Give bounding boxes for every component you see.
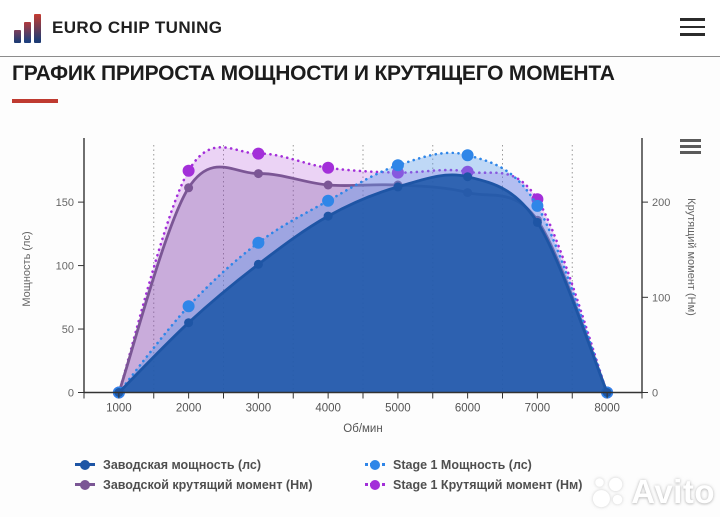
legend-item-stock-power[interactable]: Заводская мощность (лс) <box>75 458 365 472</box>
data-point-marker <box>463 172 473 182</box>
x-tick-label: 3000 <box>246 403 272 415</box>
data-point-marker <box>393 182 403 192</box>
x-axis-title: Об/мин <box>343 423 382 435</box>
dyno-chart: 1000 2000 3000 4000 5000 6000 7000 800005010015… <box>21 138 697 435</box>
chart-legend: Заводская мощность (лс) Stage 1 Мощность… <box>75 458 582 492</box>
x-tick-label: 2000 <box>176 403 202 415</box>
data-point-marker <box>252 147 265 160</box>
data-point-marker <box>253 169 263 179</box>
bar-chart-logo-icon <box>14 13 41 43</box>
legend-label: Заводской крутящий момент (Нм) <box>103 478 313 492</box>
series-line <box>117 151 609 394</box>
chart-context-menu-icon <box>680 139 701 142</box>
legend-item-stage1-torque[interactable]: Stage 1 Крутящий момент (Нм) <box>365 478 582 492</box>
y-tick-label: 50 <box>62 324 74 336</box>
y-axis-title-right: Крутящий момент (Нм) <box>685 198 697 316</box>
data-point-marker <box>532 217 542 227</box>
legend-label: Stage 1 Крутящий момент (Нм) <box>393 478 583 492</box>
legend-label: Заводская мощность (лс) <box>103 458 262 472</box>
avito-circles-icon <box>593 477 623 508</box>
x-tick-label: 5000 <box>385 403 411 415</box>
chart-context-menu-button[interactable] <box>680 139 701 157</box>
data-point-marker <box>323 180 333 190</box>
brand-name: EURO CHIP TUNING <box>52 18 223 37</box>
y-tick-label: 0 <box>68 388 74 400</box>
page-header: EURO CHIP TUNING <box>0 0 720 57</box>
legend-label: Stage 1 Мощность (лс) <box>393 458 532 472</box>
series-line <box>117 173 609 394</box>
legend-marker <box>75 459 95 471</box>
legend-marker <box>365 459 385 471</box>
data-point-marker <box>322 194 335 207</box>
y-tick-label: 100 <box>56 261 74 273</box>
data-point-marker <box>322 161 335 174</box>
x-tick-label: 1000 <box>106 403 132 415</box>
series-area <box>118 174 608 393</box>
x-tick-label: 7000 <box>525 403 551 415</box>
y-tick-label: 150 <box>56 197 74 209</box>
y-tick-label: 100 <box>652 292 670 304</box>
page-title: ГРАФИК ПРИРОСТА МОЩНОСТИ И КРУТЯЩЕГО МОМ… <box>12 62 615 85</box>
data-point-marker <box>182 300 195 313</box>
data-point-marker <box>391 159 404 172</box>
avito-watermark: Avito <box>590 472 715 512</box>
brand-logo[interactable]: EURO CHIP TUNING <box>14 13 222 43</box>
x-tick-label: 4000 <box>315 403 341 415</box>
data-point-marker <box>182 164 195 177</box>
data-point-marker <box>253 259 263 269</box>
y-axis-title-left: Мощность (лс) <box>21 231 33 306</box>
data-point-marker <box>461 149 474 162</box>
legend-marker <box>75 479 95 491</box>
data-point-marker <box>252 236 265 249</box>
data-point-marker <box>531 199 544 212</box>
data-point-marker <box>184 183 194 193</box>
title-underline <box>12 99 58 103</box>
legend-item-stage1-power[interactable]: Stage 1 Мощность (лс) <box>365 458 582 472</box>
legend-marker <box>365 479 385 491</box>
y-tick-label: 200 <box>652 197 670 209</box>
x-tick-label: 6000 <box>455 403 481 415</box>
menu-button[interactable] <box>680 18 705 41</box>
data-point-marker <box>323 211 333 221</box>
watermark-text: Avito <box>631 473 715 510</box>
legend-item-stock-torque[interactable]: Заводской крутящий момент (Нм) <box>75 478 365 492</box>
data-point-marker <box>184 318 194 328</box>
y-tick-label: 0 <box>652 388 658 400</box>
x-tick-label: 8000 <box>594 403 620 415</box>
hamburger-icon <box>680 18 705 21</box>
